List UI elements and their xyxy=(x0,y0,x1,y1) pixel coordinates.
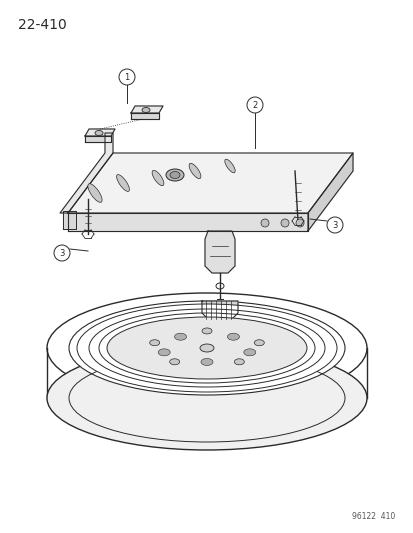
Text: 3: 3 xyxy=(332,221,337,230)
Ellipse shape xyxy=(47,293,366,403)
Ellipse shape xyxy=(224,159,235,173)
Polygon shape xyxy=(68,153,352,213)
Ellipse shape xyxy=(142,108,150,112)
Ellipse shape xyxy=(170,172,180,179)
Ellipse shape xyxy=(77,304,336,392)
Ellipse shape xyxy=(88,184,102,203)
Ellipse shape xyxy=(199,344,214,352)
Ellipse shape xyxy=(107,317,306,379)
Text: 3: 3 xyxy=(59,248,64,257)
Text: 96122  410: 96122 410 xyxy=(351,512,394,521)
Ellipse shape xyxy=(116,175,129,191)
Ellipse shape xyxy=(227,333,239,340)
Ellipse shape xyxy=(152,171,164,185)
Circle shape xyxy=(326,217,342,233)
Text: 2: 2 xyxy=(252,101,257,109)
Circle shape xyxy=(295,219,303,227)
Ellipse shape xyxy=(174,333,186,340)
Polygon shape xyxy=(68,213,307,231)
Circle shape xyxy=(54,245,70,261)
Ellipse shape xyxy=(169,359,179,365)
Text: 1: 1 xyxy=(124,72,129,82)
Polygon shape xyxy=(85,129,115,136)
Polygon shape xyxy=(63,211,76,229)
Ellipse shape xyxy=(69,301,344,395)
Ellipse shape xyxy=(254,340,263,346)
Ellipse shape xyxy=(201,359,212,366)
Polygon shape xyxy=(202,301,237,319)
Ellipse shape xyxy=(166,169,183,181)
Polygon shape xyxy=(85,136,111,142)
Circle shape xyxy=(280,219,288,227)
Text: 22-410: 22-410 xyxy=(18,18,66,32)
Ellipse shape xyxy=(89,309,324,387)
Polygon shape xyxy=(131,106,163,113)
Circle shape xyxy=(119,69,135,85)
Ellipse shape xyxy=(243,349,255,356)
Polygon shape xyxy=(60,133,113,213)
Polygon shape xyxy=(307,153,352,231)
Circle shape xyxy=(247,97,262,113)
Ellipse shape xyxy=(158,349,170,356)
Ellipse shape xyxy=(202,328,211,334)
Ellipse shape xyxy=(47,346,366,450)
Circle shape xyxy=(260,219,268,227)
Ellipse shape xyxy=(150,340,159,346)
Polygon shape xyxy=(131,113,159,119)
Ellipse shape xyxy=(95,131,103,135)
Polygon shape xyxy=(204,231,235,273)
Ellipse shape xyxy=(189,163,200,179)
Ellipse shape xyxy=(99,313,314,383)
Ellipse shape xyxy=(234,359,244,365)
